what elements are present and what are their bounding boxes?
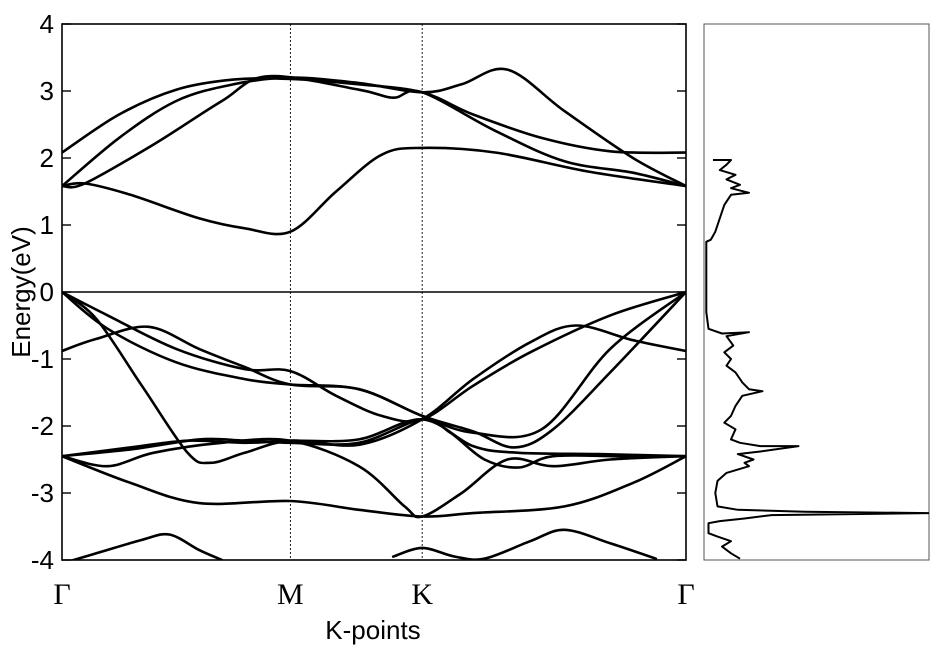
y-tick-label: 2 [40, 143, 54, 173]
band-line [62, 454, 686, 518]
y-tick-label: -3 [31, 478, 54, 508]
dos-line [705, 159, 929, 560]
band-line [62, 417, 686, 469]
y-axis-title: Energy(eV) [6, 226, 36, 358]
band-line [62, 77, 686, 155]
dos-curves [705, 159, 929, 560]
band-line [62, 146, 686, 236]
y-tick-label: 0 [40, 277, 54, 307]
y-tick-label: 4 [40, 9, 54, 39]
band-line [62, 290, 686, 439]
y-tick-label: 1 [40, 210, 54, 240]
y-tick-label: 3 [40, 76, 54, 106]
band-line [391, 528, 658, 560]
band-curves [62, 67, 686, 560]
x-axis-title: K-points [325, 615, 420, 645]
dos-plot-frame [703, 23, 930, 561]
k-point-label: M [277, 578, 304, 611]
y-tick-label: -4 [31, 545, 54, 575]
y-tick-label: -1 [31, 344, 54, 374]
band-line [62, 290, 686, 423]
band-structure-panel: 4 3 2 1 0 -1 -2 -3 -4 Γ M K Γ Energy(eV) K-points [6, 9, 695, 645]
k-point-label: Γ [677, 578, 694, 611]
k-point-label: Γ [53, 578, 70, 611]
y-tick-label: -2 [31, 411, 54, 441]
band-line [68, 532, 224, 560]
band-line [62, 290, 686, 449]
density-of-states-panel [703, 23, 930, 561]
band-line [62, 74, 686, 189]
k-point-label: K [411, 578, 433, 611]
band-line [62, 67, 686, 188]
y-tick-labels: 4 3 2 1 0 -1 -2 -3 -4 [31, 9, 54, 575]
band-line [62, 437, 686, 519]
